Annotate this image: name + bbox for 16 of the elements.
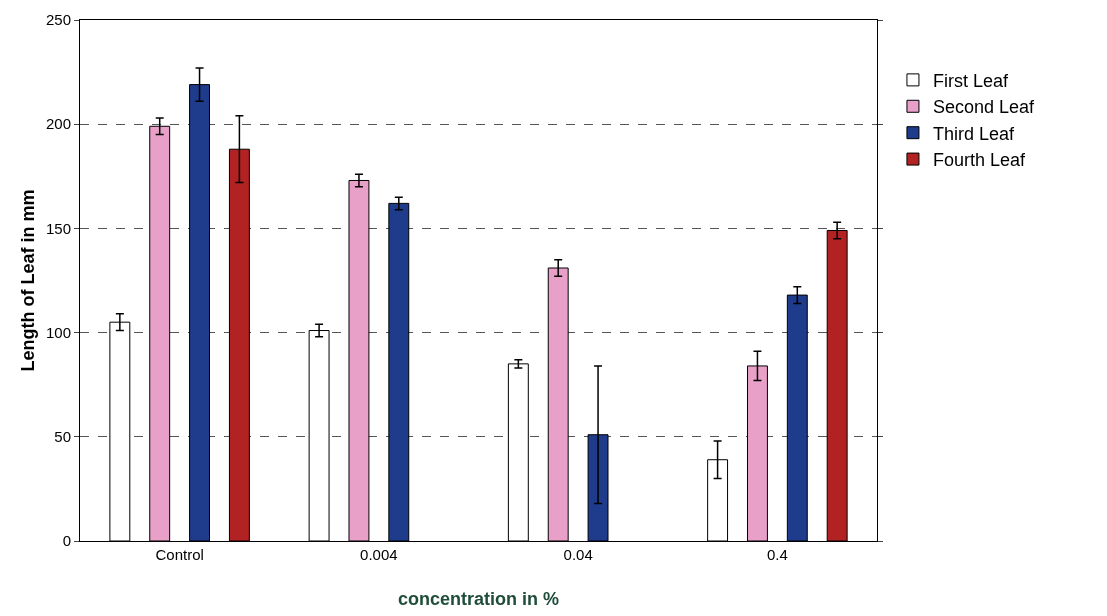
y-tick-label: 250 [45,11,71,29]
x-tick-label: Control [155,546,204,563]
y-axis-title: Length of Leaf in mm [18,189,38,372]
x-tick-label: 0.004 [360,546,398,563]
y-tick-label: 0 [62,532,71,550]
y-tick-label: 200 [45,115,71,133]
legend-label: Fourth Leaf [932,150,1026,171]
y-tick-label: 100 [45,323,71,341]
y-tick-label: 50 [54,428,71,446]
legend-label: Second Leaf [932,97,1036,118]
legend-label: First Leaf [932,70,1009,91]
y-tick-label: 150 [45,219,71,237]
x-tick-label: 0.04 [563,546,593,563]
x-axis-title: concentration in % [397,589,560,609]
legend-label: Third Leaf [932,123,1015,144]
x-tick-label: 0.4 [766,546,788,563]
